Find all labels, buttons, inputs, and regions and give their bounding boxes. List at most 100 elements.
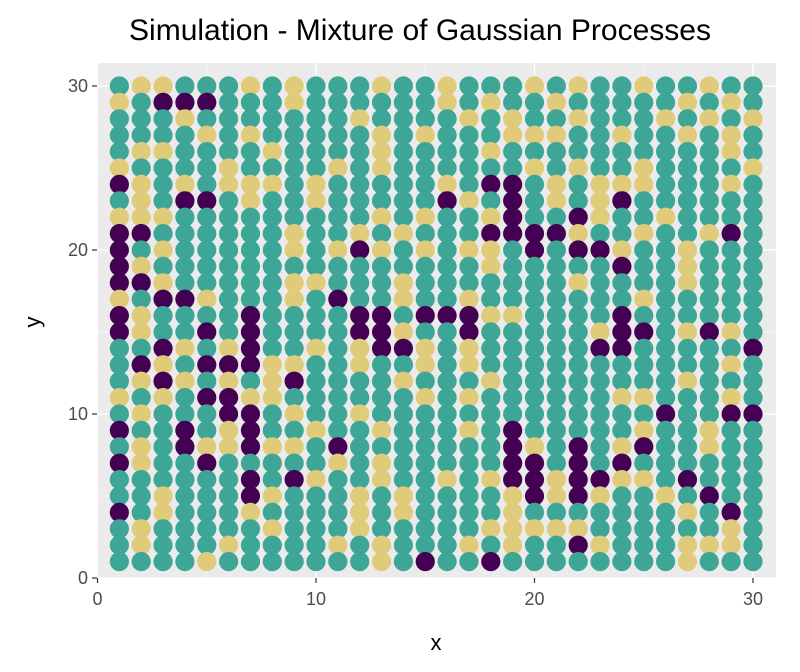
data-point [437,158,457,178]
data-point [240,470,261,490]
data-point [437,322,457,342]
data-point [415,174,435,194]
data-point [481,322,501,342]
data-point [153,174,173,194]
data-point [656,273,676,293]
data-point [721,420,741,440]
data-point [677,420,698,440]
data-point [437,486,457,506]
data-point [743,502,763,522]
data-point [743,256,763,276]
data-point [721,453,741,473]
data-point [306,552,326,572]
data-point [677,486,698,506]
data-point [306,207,326,227]
data-point [197,76,217,96]
data-point [612,191,632,211]
data-point [524,306,545,326]
data-point [153,109,173,129]
data-point [524,256,545,276]
data-point [109,256,129,276]
data-point [656,306,676,326]
data-point [503,207,523,227]
data-point [677,76,698,96]
data-point [153,240,173,260]
data-point [393,338,413,358]
data-point [197,502,217,522]
data-point [240,535,261,555]
data-point [612,470,632,490]
data-point [590,453,610,473]
data-point [262,256,282,276]
data-point [175,453,195,473]
data-point [743,125,763,145]
data-point [590,289,610,309]
data-point [459,453,479,473]
data-point [393,224,413,244]
data-point [721,158,741,178]
data-point [612,240,632,260]
data-point [634,388,654,408]
data-point [262,355,282,375]
data-point [262,388,282,408]
data-point [459,502,479,522]
data-point [350,142,370,162]
data-point [459,371,479,391]
data-point [175,109,195,129]
data-point [415,355,435,375]
data-point [677,109,698,129]
data-point [393,404,413,424]
data-point [524,502,545,522]
data-point [481,306,501,326]
data-point [131,437,151,457]
data-point [546,371,566,391]
data-point [481,256,501,276]
data-point [612,76,632,96]
data-point [306,470,326,490]
data-point [699,224,719,244]
data-point [350,92,370,112]
data-point [590,420,610,440]
data-point [262,224,282,244]
data-point [175,158,195,178]
data-point [415,535,435,555]
data-point [590,519,610,539]
data-point [393,552,413,572]
chart-title: Simulation - Mixture of Gaussian Process… [129,14,711,47]
data-point [590,322,610,342]
data-point [219,502,239,522]
data-point [546,158,566,178]
data-point [175,437,195,457]
data-point [481,486,501,506]
data-point [393,437,413,457]
data-point [590,371,610,391]
data-point [656,388,676,408]
data-point [131,142,151,162]
data-point [634,453,654,473]
data-point [699,289,719,309]
data-point [656,322,676,342]
data-point [568,371,588,391]
data-point [306,158,326,178]
data-point [306,453,326,473]
data-point [371,535,392,555]
data-point [568,273,588,293]
data-point [197,519,217,539]
data-point [350,240,370,260]
data-point [131,371,151,391]
data-point [262,371,282,391]
data-point [219,486,239,506]
data-point [612,355,632,375]
data-point [350,273,370,293]
data-point [481,404,501,424]
data-point [481,207,501,227]
data-point [415,109,435,129]
data-point [175,535,195,555]
data-point [459,158,479,178]
data-point [109,273,129,293]
data-point [350,388,370,408]
data-point [721,76,741,96]
data-point [459,76,479,96]
data-point [481,371,501,391]
